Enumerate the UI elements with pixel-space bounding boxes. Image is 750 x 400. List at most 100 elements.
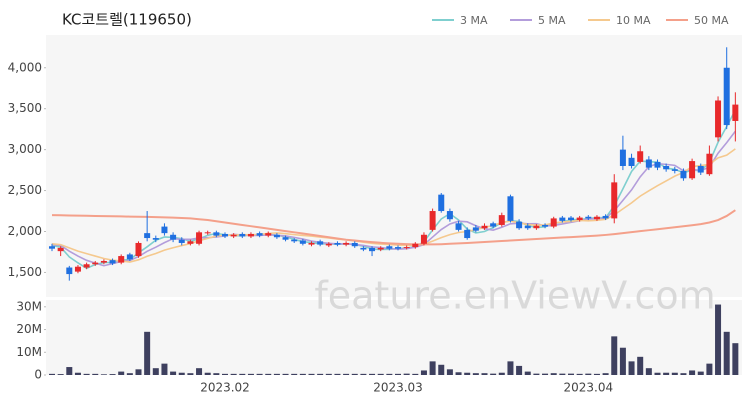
candle-body bbox=[178, 239, 185, 243]
candle-body bbox=[533, 225, 540, 229]
candle-body bbox=[455, 223, 462, 230]
volume-bar bbox=[420, 370, 427, 375]
volume-bar bbox=[403, 373, 410, 375]
volume-bar bbox=[593, 373, 600, 375]
x-tick-label: 2023.03 bbox=[373, 381, 423, 395]
volume-bar bbox=[386, 373, 393, 375]
candle-body bbox=[568, 217, 574, 221]
candle-body bbox=[239, 233, 246, 237]
candle-body bbox=[360, 247, 367, 250]
volume-bar bbox=[282, 373, 289, 375]
volume-bar bbox=[715, 304, 722, 375]
candle-body bbox=[576, 217, 583, 221]
volume-bar bbox=[239, 373, 246, 375]
volume-bar bbox=[438, 364, 445, 375]
volume-bar bbox=[152, 368, 159, 375]
candle-body bbox=[723, 67, 730, 126]
volume-bar bbox=[429, 361, 436, 375]
watermark: feature.enViewV.com bbox=[314, 274, 715, 318]
legend-label: 5 MA bbox=[538, 14, 566, 27]
y-tick-label: 4,000 bbox=[8, 60, 42, 74]
candle-body bbox=[170, 234, 177, 240]
candle-body bbox=[100, 260, 107, 263]
candle-body bbox=[83, 264, 90, 268]
candle-body bbox=[715, 100, 722, 138]
volume-bar bbox=[628, 361, 635, 375]
candle-body bbox=[351, 242, 358, 247]
volume-bar bbox=[706, 363, 713, 375]
candle-body bbox=[654, 161, 661, 168]
candle-body bbox=[611, 182, 618, 219]
candle-body bbox=[628, 157, 635, 166]
volume-bar bbox=[291, 373, 298, 375]
candle-body bbox=[325, 243, 332, 246]
candle-body bbox=[343, 242, 350, 245]
candle-body bbox=[585, 216, 592, 219]
y-tick-label: 2,000 bbox=[8, 224, 42, 238]
volume-bar bbox=[325, 373, 332, 375]
candle-body bbox=[265, 233, 272, 236]
candle-body bbox=[464, 229, 471, 239]
candle-body bbox=[732, 104, 739, 121]
candle-body bbox=[161, 226, 168, 234]
volume-bar bbox=[343, 373, 350, 375]
candle-body bbox=[481, 225, 488, 229]
candle-body bbox=[550, 218, 557, 227]
candle-body bbox=[663, 166, 670, 170]
candle-body bbox=[57, 247, 64, 252]
y-tick-label: 3,000 bbox=[8, 142, 42, 156]
legend-label: 50 MA bbox=[694, 14, 729, 27]
y-tick-label: 30M bbox=[16, 299, 42, 313]
volume-bar bbox=[663, 372, 670, 375]
volume-bar bbox=[66, 367, 73, 375]
ma-line bbox=[51, 148, 736, 263]
candle-body bbox=[222, 233, 228, 237]
candle-body bbox=[689, 161, 696, 179]
volume-panel bbox=[46, 300, 742, 375]
volume-bar bbox=[247, 373, 254, 375]
volume-bar bbox=[611, 336, 618, 375]
volume-bar bbox=[455, 372, 462, 375]
candle-body bbox=[317, 241, 324, 245]
volume-bar bbox=[265, 373, 272, 375]
candle-body bbox=[706, 153, 713, 175]
y-tick-label: 10M bbox=[16, 345, 42, 359]
volume-bar bbox=[178, 372, 185, 375]
candle-body bbox=[230, 234, 237, 237]
volume-bar bbox=[542, 373, 549, 375]
candle-body bbox=[256, 233, 263, 236]
candle-body bbox=[196, 232, 203, 244]
candle-body bbox=[395, 247, 401, 249]
x-tick-label: 2023.02 bbox=[200, 381, 250, 395]
volume-bar bbox=[161, 363, 168, 375]
volume-bar bbox=[256, 373, 263, 375]
volume-bar bbox=[369, 373, 376, 375]
volume-bar bbox=[83, 373, 90, 375]
volume-bar bbox=[490, 373, 497, 375]
volume-bar bbox=[273, 373, 280, 375]
candle-body bbox=[403, 247, 410, 249]
ma-line bbox=[51, 209, 736, 246]
volume-bar bbox=[109, 374, 116, 375]
chart-title: KC코트렐(119650) bbox=[62, 11, 192, 29]
volume-bar bbox=[568, 373, 574, 375]
candle-body bbox=[66, 267, 73, 275]
y-tick-label: 3,500 bbox=[8, 101, 42, 115]
candle-body bbox=[291, 239, 298, 242]
candle-body bbox=[74, 266, 81, 272]
candle-body bbox=[92, 262, 99, 265]
volume-bar bbox=[645, 368, 652, 375]
candle-body bbox=[429, 211, 436, 230]
candle-body bbox=[593, 216, 600, 220]
candle-body bbox=[498, 215, 505, 225]
volume-bar bbox=[395, 373, 401, 375]
volume-bar bbox=[472, 373, 479, 375]
candle-body bbox=[516, 221, 523, 229]
volume-bar bbox=[308, 373, 315, 375]
candle-body bbox=[619, 149, 626, 166]
y-tick-label: 20M bbox=[16, 322, 42, 336]
volume-bar bbox=[602, 373, 609, 375]
volume-bar bbox=[524, 371, 531, 375]
y-tick-label: 2,500 bbox=[8, 183, 42, 197]
candle-body bbox=[135, 242, 142, 257]
